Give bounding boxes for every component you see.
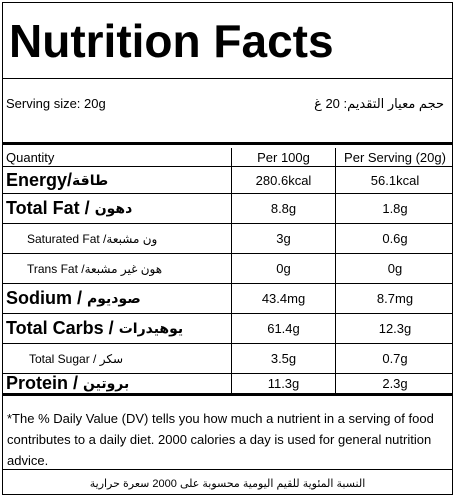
- table-row: Saturated Fat / ون مشبعة 3g 0.6g: [3, 224, 452, 254]
- header-quantity: Quantity: [3, 148, 232, 166]
- value-per-100g: 11.3g: [232, 374, 336, 393]
- nutrient-name-ar: سكر: [99, 351, 124, 366]
- value-per-100g: 280.6kcal: [232, 167, 336, 193]
- value-per-serving: 12.3g: [378, 321, 412, 336]
- label-title: Nutrition Facts: [3, 3, 452, 79]
- serving-size-ar: حجم معيار التقديم: 20 غ: [314, 96, 444, 111]
- nutrient-name-total-carbs: Total Carbs / يوهيدرات: [3, 314, 232, 343]
- table-row: Total Carbs / يوهيدرات 61.4g 12.3g: [3, 314, 452, 344]
- daily-value-footnote: *The % Daily Value (DV) tells you how mu…: [3, 407, 452, 470]
- nutrient-name-ar: صوديوم: [87, 290, 141, 306]
- value-per-serving: 2.3g: [382, 376, 408, 391]
- value-per-100g: 3.5g: [232, 344, 336, 373]
- nutrient-name-en: Energy/: [6, 169, 73, 190]
- header-per-serving: Per Serving (20g): [344, 150, 446, 165]
- value-per-serving: 1.8g: [382, 201, 408, 216]
- daily-value-footnote-ar: النسبة المئوية للقيم اليومية محسوبة على …: [89, 478, 366, 490]
- table-row: Trans Fat / هون غير مشبعة 0g 0g: [3, 254, 452, 284]
- nutrient-name-en: Total Carbs /: [6, 318, 114, 338]
- nutrient-name-ar: دهون: [94, 200, 133, 216]
- table-row: Total Fat / دهون 8.8g 1.8g: [3, 194, 452, 224]
- nutrient-name-en: Saturated Fat /: [27, 231, 107, 246]
- table-row: Total Sugar / سكر 3.5g 0.7g: [3, 344, 452, 374]
- value-per-100g: 61.4g: [232, 314, 336, 343]
- nutrient-name-protein: Protein / بروتين: [3, 374, 232, 393]
- nutrient-name-ar: ون مشبعة: [106, 231, 158, 246]
- table-row: Sodium / صوديوم 43.4mg 8.7mg: [3, 284, 452, 314]
- nutrient-name-ar: بروتين: [83, 375, 130, 391]
- nutrient-name-ar: هون غير مشبعة: [84, 261, 163, 276]
- nutrient-name-en: Total Fat /: [6, 198, 90, 218]
- serving-size-section: Serving size: 20g حجم معيار التقديم: 20 …: [3, 79, 452, 145]
- value-per-100g: 43.4mg: [232, 284, 336, 313]
- table-header-row: Quantity Per 100g Per Serving (20g): [3, 148, 452, 167]
- nutrient-name-ar: طاقة: [72, 171, 109, 188]
- table-row: Protein / بروتين 11.3g 2.3g: [3, 374, 452, 396]
- nutrient-name-saturated-fat: Saturated Fat / ون مشبعة: [3, 224, 232, 253]
- serving-size-en: Serving size: 20g: [6, 96, 106, 111]
- nutrient-name-en: Trans Fat /: [27, 261, 85, 276]
- table-row: Energy/ طاقة 280.6kcal 56.1kcal: [3, 167, 452, 194]
- value-per-serving: 56.1kcal: [370, 172, 420, 188]
- nutrient-name-sodium: Sodium / صوديوم: [3, 284, 232, 313]
- nutrient-name-total-sugar: Total Sugar / سكر: [3, 344, 232, 373]
- nutrient-name-energy: Energy/ طاقة: [3, 167, 232, 193]
- nutrient-name-en: Total Sugar /: [29, 351, 97, 366]
- value-per-100g: 0g: [232, 254, 336, 283]
- nutrient-name-en: Sodium /: [6, 288, 82, 308]
- value-per-100g: 8.8g: [232, 194, 336, 223]
- nutrient-name-trans-fat: Trans Fat / هون غير مشبعة: [3, 254, 232, 283]
- value-per-serving: 0.6g: [382, 231, 408, 246]
- value-per-serving: 0g: [387, 261, 403, 276]
- value-per-serving: 8.7mg: [376, 291, 414, 306]
- value-per-serving: 0.7g: [382, 351, 408, 366]
- header-per-100g: Per 100g: [232, 148, 336, 166]
- value-per-100g: 3g: [232, 224, 336, 253]
- nutrient-name-total-fat: Total Fat / دهون: [3, 194, 232, 223]
- nutrient-table: Quantity Per 100g Per Serving (20g) Ener…: [3, 148, 452, 396]
- nutrient-name-en: Protein /: [6, 374, 79, 393]
- nutrient-name-ar: يوهيدرات: [118, 320, 184, 336]
